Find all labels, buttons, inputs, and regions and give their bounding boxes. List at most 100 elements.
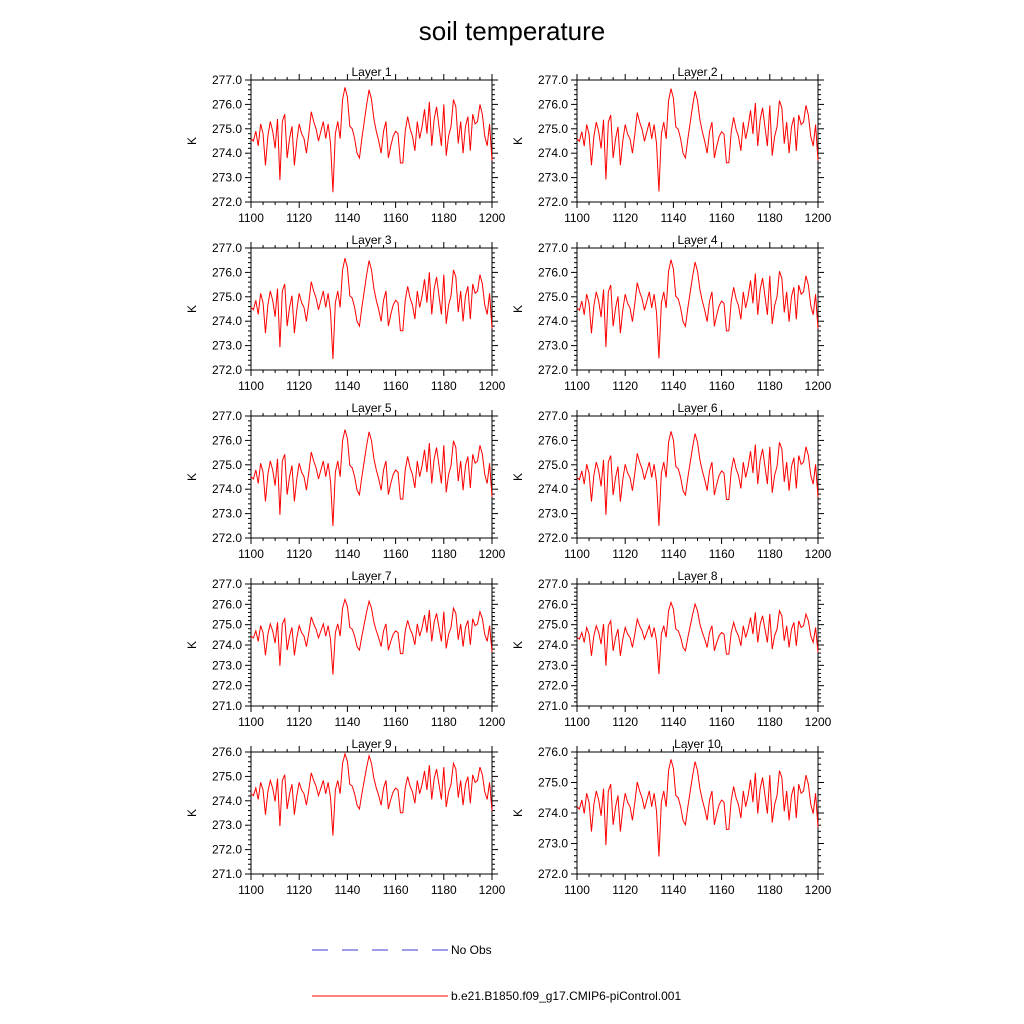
panel-layer-4: Layer 4 1100 1120 1140 1160 1180 1200 272.0 273.… — [511, 233, 832, 393]
x-tick-label: 1160 — [383, 379, 409, 393]
y-tick-label: 274.0 — [212, 482, 242, 496]
y-tick-label: 274.0 — [538, 146, 568, 160]
y-tick-label: 277.0 — [212, 73, 242, 87]
y-tick-label: 273.0 — [538, 658, 568, 672]
y-tick-label: 276.0 — [538, 597, 568, 611]
y-tick-label: 275.0 — [212, 290, 242, 304]
x-tick-label: 1160 — [709, 379, 735, 393]
legend: No Obs b.e21.B1850.f09_g17.CMIP6-piContro… — [312, 943, 681, 1003]
y-tick-label: 277.0 — [212, 409, 242, 423]
y-tick-label: 275.0 — [538, 776, 568, 790]
y-tick-label: 272.0 — [538, 679, 568, 693]
x-tick-label: 1200 — [479, 379, 506, 393]
y-tick-label: 275.0 — [212, 458, 242, 472]
y-tick-label: 273.0 — [538, 171, 568, 185]
y-tick-label: 271.0 — [212, 867, 242, 881]
x-tick-label: 1180 — [431, 883, 457, 897]
chart-title: soil temperature — [419, 16, 605, 46]
x-tick-label: 1200 — [805, 379, 832, 393]
y-tick-label: 275.0 — [212, 618, 242, 632]
x-tick-label: 1180 — [757, 715, 783, 729]
y-tick-label: 273.0 — [212, 339, 242, 353]
x-tick-label: 1100 — [238, 715, 264, 729]
x-tick-label: 1180 — [431, 379, 457, 393]
x-tick-label: 1180 — [757, 379, 783, 393]
panel-title: Layer 2 — [677, 65, 717, 79]
y-tick-label: 272.0 — [538, 195, 568, 209]
x-tick-label: 1100 — [564, 715, 590, 729]
y-tick-label: 276.0 — [212, 745, 242, 759]
y-tick-label: 277.0 — [538, 241, 568, 255]
y-tick-label: 277.0 — [538, 577, 568, 591]
x-tick-label: 1160 — [383, 211, 409, 225]
y-tick-label: 276.0 — [538, 97, 568, 111]
y-tick-label: 273.0 — [212, 818, 242, 832]
y-tick-label: 276.0 — [212, 433, 242, 447]
panel-title: Layer 8 — [677, 569, 717, 583]
x-tick-label: 1200 — [479, 547, 506, 561]
series-line — [250, 429, 493, 527]
x-tick-label: 1200 — [479, 715, 506, 729]
x-tick-label: 1160 — [709, 211, 735, 225]
y-tick-label: 275.0 — [538, 122, 568, 136]
x-tick-label: 1100 — [238, 883, 264, 897]
y-tick-label: 277.0 — [538, 409, 568, 423]
panels-group: Layer 1 1100 1120 1140 1160 1180 1200 272.0 273.… — [185, 65, 832, 897]
x-tick-label: 1200 — [479, 883, 506, 897]
y-axis-label: K — [185, 641, 199, 649]
y-tick-label: 274.0 — [212, 638, 242, 652]
panel-title: Layer 7 — [351, 569, 391, 583]
y-tick-label: 272.0 — [538, 867, 568, 881]
y-tick-label: 276.0 — [538, 265, 568, 279]
panel-layer-3: Layer 3 1100 1120 1140 1160 1180 1200 272.0 273.… — [185, 233, 506, 393]
legend-label-no-obs: No Obs — [451, 943, 492, 957]
y-tick-label: 273.0 — [538, 507, 568, 521]
y-axis-label: K — [185, 473, 199, 481]
plot-frame — [250, 415, 493, 539]
x-tick-label: 1180 — [431, 715, 457, 729]
x-tick-label: 1120 — [286, 379, 312, 393]
panel-title: Layer 6 — [677, 401, 717, 415]
series-line — [250, 87, 493, 193]
plot-frame — [576, 415, 819, 539]
y-tick-label: 272.0 — [212, 531, 242, 545]
y-axis-label: K — [185, 809, 199, 817]
y-tick-label: 275.0 — [212, 769, 242, 783]
x-tick-label: 1100 — [564, 379, 590, 393]
series-line — [576, 259, 819, 359]
x-tick-label: 1140 — [334, 379, 360, 393]
y-axis-label: K — [185, 137, 199, 145]
y-tick-label: 275.0 — [538, 618, 568, 632]
y-tick-label: 272.0 — [212, 679, 242, 693]
x-tick-label: 1120 — [612, 547, 638, 561]
y-tick-label: 274.0 — [538, 482, 568, 496]
x-tick-label: 1100 — [564, 547, 590, 561]
x-tick-label: 1200 — [805, 547, 832, 561]
y-tick-label: 277.0 — [212, 241, 242, 255]
y-axis-label: K — [185, 305, 199, 313]
y-tick-label: 277.0 — [538, 73, 568, 87]
y-tick-label: 276.0 — [212, 97, 242, 111]
y-tick-label: 276.0 — [212, 597, 242, 611]
series-line — [576, 431, 819, 526]
series-line — [250, 597, 493, 675]
panel-title: Layer 9 — [351, 737, 391, 751]
series-line — [576, 88, 819, 192]
x-tick-label: 1180 — [757, 211, 783, 225]
x-tick-label: 1160 — [709, 883, 735, 897]
x-tick-label: 1100 — [238, 379, 264, 393]
panel-title: Layer 5 — [351, 401, 391, 415]
plot-frame — [576, 247, 819, 371]
x-tick-label: 1160 — [383, 547, 409, 561]
x-tick-label: 1120 — [286, 883, 312, 897]
x-tick-label: 1120 — [286, 715, 312, 729]
y-tick-label: 276.0 — [212, 265, 242, 279]
x-tick-label: 1180 — [757, 883, 783, 897]
x-tick-label: 1200 — [479, 211, 506, 225]
y-tick-label: 271.0 — [538, 699, 568, 713]
y-axis-label: K — [511, 305, 525, 313]
x-tick-label: 1100 — [564, 211, 590, 225]
series-line — [250, 258, 493, 359]
panel-title: Layer 1 — [351, 65, 391, 79]
